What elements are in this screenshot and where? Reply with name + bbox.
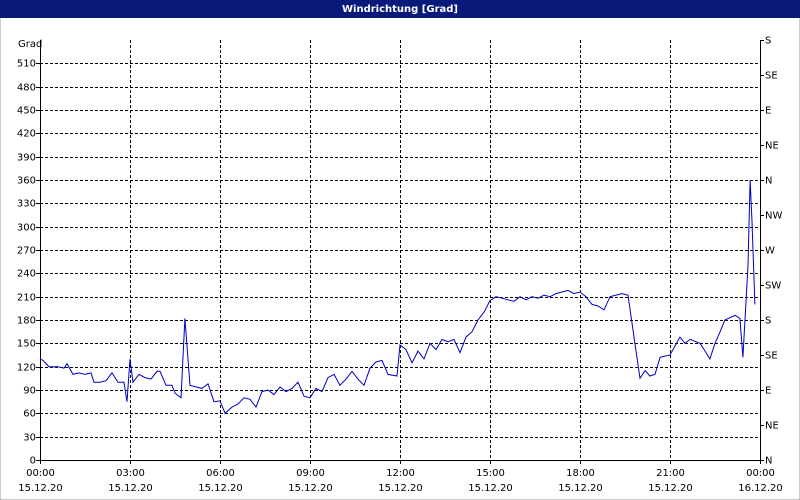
y2-tick-label: N [765,456,772,467]
x-tick-date: 15.12.20 [468,483,513,494]
y-tick-label: 240 [17,269,36,280]
x-tick-label: 18:00 [566,468,595,479]
y-tick-label: 150 [17,339,36,350]
x-tick-label: 15:00 [476,468,505,479]
y-tick-label: 330 [17,199,36,210]
title-bar [0,0,800,18]
y2-tick-label: E [765,386,771,397]
x-tick-label: 12:00 [386,468,415,479]
y-tick-label: 90 [23,386,36,397]
x-tick-label: 21:00 [656,468,685,479]
y-tick-label: 210 [17,293,36,304]
x-tick-date: 15.12.20 [288,483,333,494]
y-tick-label: 480 [17,83,36,94]
y-tick-label: 120 [17,363,36,374]
y-axis-label: Grad [18,39,42,50]
y-tick-label: 180 [17,316,36,327]
y-tick-label: 450 [17,106,36,117]
x-tick-label: 03:00 [116,468,145,479]
y-tick-label: 300 [17,223,36,234]
y-tick-label: 510 [17,59,36,70]
y-tick-label: 60 [23,409,36,420]
x-tick-date: 15.12.20 [558,483,603,494]
y2-tick-label: N [765,176,772,187]
y-tick-label: 270 [17,246,36,257]
y-tick-label: 420 [17,129,36,140]
x-tick-date: 15.12.20 [378,483,423,494]
x-tick-label: 00:00 [746,468,775,479]
chart-title: Windrichtung [Grad] [342,4,458,15]
x-tick-label: 09:00 [296,468,325,479]
y2-tick-label: NW [765,211,782,222]
x-tick-date: 15.12.20 [18,483,63,494]
y2-tick-label: NE [765,141,779,152]
y2-tick-label: W [765,246,775,257]
x-tick-label: 00:00 [26,468,55,479]
y2-tick-label: SE [765,71,778,82]
y-tick-label: 0 [30,456,36,467]
y2-tick-label: S [765,36,771,47]
x-tick-date: 15.12.20 [108,483,153,494]
data-line [39,179,756,415]
y-tick-label: 30 [23,433,36,444]
x-tick-date: 15.12.20 [198,483,243,494]
x-tick-label: 06:00 [206,468,235,479]
y2-tick-label: SE [765,351,778,362]
y-tick-label: 390 [17,153,36,164]
y2-tick-label: NE [765,421,779,432]
x-tick-date: 15.12.20 [648,483,693,494]
y2-tick-label: SW [765,281,781,292]
y2-tick-label: E [765,106,771,117]
y-tick-label: 360 [17,176,36,187]
x-tick-date: 16.12.20 [738,483,783,494]
y2-tick-label: S [765,316,771,327]
